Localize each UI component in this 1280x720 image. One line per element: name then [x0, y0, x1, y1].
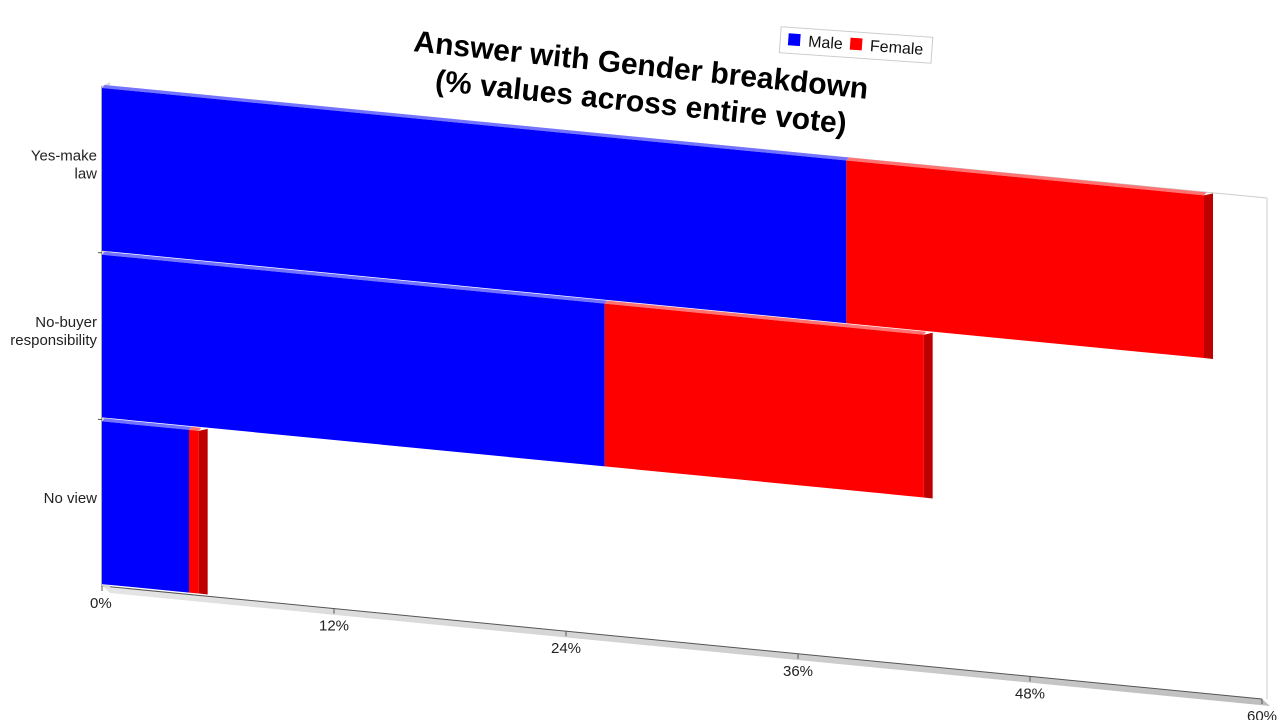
bar-top-face: [604, 300, 927, 335]
category-label-line: responsibility: [10, 332, 97, 349]
bar-front-face: [846, 160, 1204, 359]
category-label-line: No-buyer: [35, 314, 97, 331]
bar-top-face: [102, 418, 192, 430]
bar-front-face: [604, 303, 924, 498]
bar-front-face: [102, 88, 847, 324]
bar-top-face: [102, 85, 850, 161]
bar-male-3: [102, 418, 192, 593]
ticks-layer: 0% 12% 24% 36% 48% 60%: [90, 252, 1277, 720]
x-axis-line: [101, 585, 1263, 700]
x-tick-label: 36%: [783, 663, 813, 680]
category-label-line: Yes-make: [31, 147, 97, 164]
x-tick-label: 60%: [1247, 708, 1277, 720]
x-tick-label: 48%: [1015, 685, 1045, 702]
legend: Male Female: [778, 26, 934, 64]
x-tick-label: 0%: [90, 595, 112, 612]
bar-top-face: [102, 251, 608, 304]
legend-swatch-male: [787, 33, 801, 47]
legend-label-female: Female: [869, 38, 924, 59]
x-tick-label: 12%: [319, 618, 349, 635]
legend-label-male: Male: [808, 34, 844, 53]
bar-front-face: [102, 421, 189, 593]
bar-top-face: [189, 426, 202, 431]
bars-layer: [102, 85, 1213, 595]
bar-front-face: [189, 429, 199, 594]
bar-female-3: [189, 426, 208, 595]
bar-male-1: [102, 85, 850, 324]
bar-side-face: [923, 332, 933, 499]
x-tick-label: 24%: [551, 640, 581, 657]
bar-male-2: [102, 251, 608, 467]
bar-front-face: [102, 254, 605, 467]
legend-swatch-female: [849, 37, 863, 51]
bar-female-1: [846, 157, 1213, 360]
bar-side-face: [1204, 193, 1213, 360]
category-label: No view: [44, 490, 98, 507]
bar-female-2: [604, 300, 933, 499]
bar-side-face: [198, 428, 208, 595]
category-label-line: No view: [44, 490, 98, 507]
category-label-line: law: [74, 165, 97, 182]
bar-top-face: [846, 157, 1207, 196]
chart-floor: [102, 586, 1270, 706]
